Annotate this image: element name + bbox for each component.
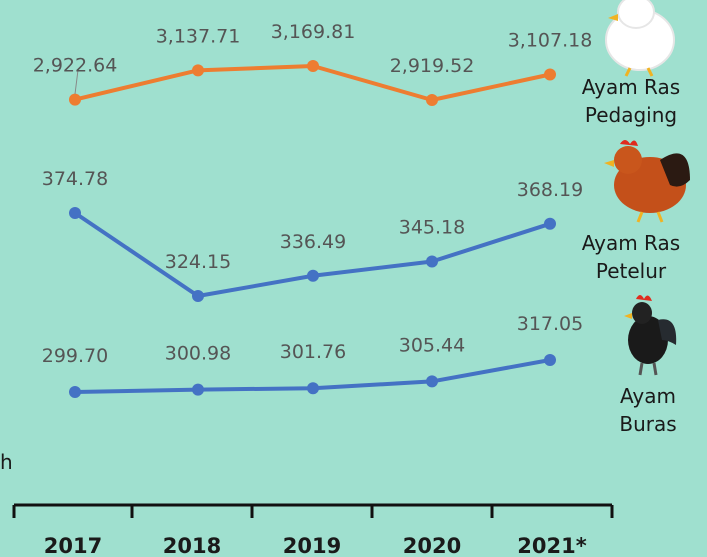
x-tick-label: 2020 [403,534,461,557]
black-rooster-icon [624,295,677,376]
data-point [307,60,319,72]
legend-line1: Ayam Ras [581,231,681,255]
series-line [73,211,551,298]
data-point [307,382,319,395]
data-label: 2,922.64 [33,55,118,77]
data-label: 301.76 [280,341,346,363]
x-tick-label: 2017 [44,534,102,557]
data-point [69,386,81,398]
data-label: 2,919.52 [390,55,475,77]
data-label: 3,169.81 [271,21,356,43]
x-axis: 2017 2018 2019 2020 2021* [12,503,614,557]
legend-label-petelur: Ayam Ras Petelur [571,229,691,285]
data-label: 324.15 [165,251,231,273]
x-tick-label: 2021* [517,534,586,557]
data-point [69,93,81,106]
data-label: 368.19 [517,179,583,201]
data-label: 317.05 [517,313,583,335]
x-tick-label: 2019 [283,534,341,557]
data-point [192,64,204,77]
data-label: 345.18 [399,217,465,239]
legend-line1: Ayam [620,384,676,408]
data-label: 3,137.71 [156,25,241,47]
legend-label-buras: Ayam Buras [588,382,707,438]
data-point [426,375,438,388]
series-layer [69,60,556,398]
data-point [544,68,556,81]
data-point [307,269,319,282]
legend-line2: Petelur [595,259,667,283]
data-labels: 2,922.64 3,137.71 3,169.81 2,919.52 3,107.18… [33,21,593,367]
legend-line2: Buras [619,412,677,436]
data-point [426,94,438,106]
data-point [426,255,438,268]
data-label: 305.44 [399,334,465,356]
data-label: 3,107.18 [508,30,593,52]
data-label: 299.70 [42,345,108,367]
legend-line1: Ayam Ras [581,75,681,99]
data-point [69,207,81,219]
data-point [544,217,556,230]
x-tick-label: 2018 [163,534,221,557]
label-leader-line [74,69,79,95]
white-chicken-icon [605,0,675,77]
data-label: 336.49 [280,231,346,253]
data-point [192,383,204,396]
brown-hen-icon [604,140,690,223]
clipped-text: h [0,450,13,474]
legend-label-pedaging: Ayam Ras Pedaging [571,73,691,129]
data-label: 300.98 [165,343,231,365]
data-point [192,290,204,302]
legend-line2: Pedaging [584,103,678,127]
data-label: 374.78 [42,168,108,190]
data-point [544,354,556,366]
